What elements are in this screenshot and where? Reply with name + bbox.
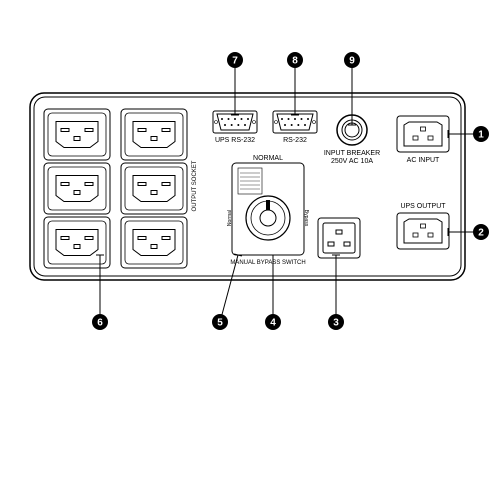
svg-text:RS-232: RS-232	[283, 137, 307, 144]
ups-output-socket	[397, 213, 449, 249]
c19-socket	[318, 218, 360, 258]
svg-text:Bypass: Bypass	[303, 210, 309, 227]
iec-c13-socket	[133, 230, 175, 256]
svg-text:1: 1	[478, 130, 484, 141]
svg-text:UPS OUTPUT: UPS OUTPUT	[400, 203, 446, 210]
svg-text:6: 6	[97, 318, 103, 329]
manual-bypass-switch: NORMAL MANUAL BYPASS SWITCH Normal Bypass	[227, 155, 309, 266]
svg-text:7: 7	[232, 56, 238, 67]
svg-text:5: 5	[217, 318, 223, 329]
iec-c13-socket	[56, 230, 98, 256]
svg-text:UPS RS-232: UPS RS-232	[215, 137, 255, 144]
svg-text:250V AC 10A: 250V AC 10A	[331, 158, 373, 165]
iec-c13-socket	[56, 122, 98, 148]
iec-c13-socket	[133, 122, 175, 148]
output-socket-cell	[121, 109, 187, 160]
svg-text:3: 3	[333, 318, 339, 329]
svg-text:INPUT BREAKER: INPUT BREAKER	[324, 150, 380, 157]
svg-text:4: 4	[270, 318, 276, 329]
output-socket-cell	[44, 109, 110, 160]
iec-c13-socket	[56, 176, 98, 202]
output-socket-label: OUTPUT SOCKET	[192, 160, 198, 211]
svg-text:MANUAL BYPASS SWITCH: MANUAL BYPASS SWITCH	[230, 260, 305, 266]
svg-text:AC INPUT: AC INPUT	[407, 157, 440, 164]
iec-c13-socket	[133, 176, 175, 202]
svg-text:2: 2	[478, 228, 484, 239]
svg-text:9: 9	[349, 56, 355, 67]
svg-text:8: 8	[292, 56, 298, 67]
output-socket-cell	[44, 163, 110, 214]
output-socket-cell	[121, 217, 187, 268]
svg-text:NORMAL: NORMAL	[253, 155, 283, 162]
svg-text:Normal: Normal	[227, 210, 233, 226]
output-socket-cell	[121, 163, 187, 214]
serial-port: UPS RS-232	[213, 111, 257, 144]
